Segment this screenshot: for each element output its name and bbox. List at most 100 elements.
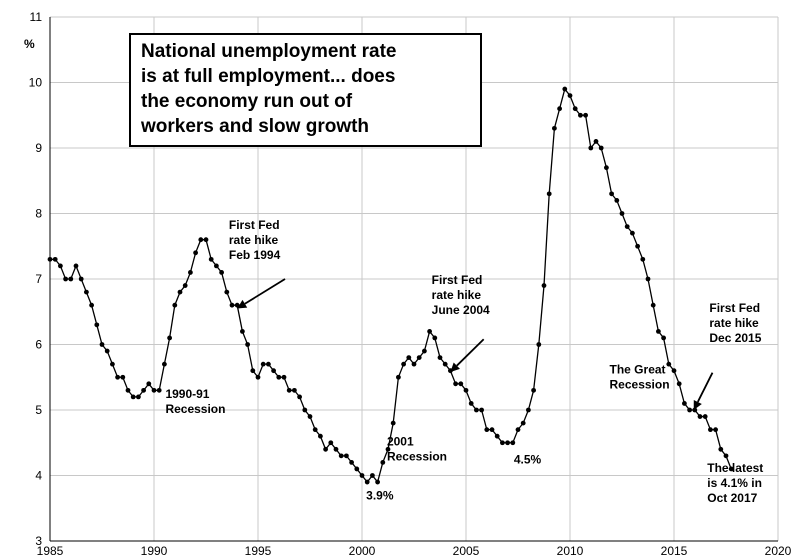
data-point-79 [458, 381, 464, 387]
annotation-latest: The latest is 4.1% in Oct 2017 [707, 461, 763, 505]
data-point-32 [214, 263, 219, 269]
data-point-25 [177, 289, 183, 295]
annotation-fed-2004: First Fed rate hike June 2004 [432, 273, 490, 317]
annotation-fed-2015-line-3: Dec 2015 [709, 331, 761, 345]
y-tick-3: 3 [35, 534, 42, 548]
y-tick-6: 6 [35, 338, 42, 352]
data-point-113 [635, 243, 640, 249]
data-point-81 [468, 401, 474, 406]
data-point-7 [84, 289, 89, 295]
data-point-104 [588, 145, 594, 151]
data-point-51 [312, 427, 318, 433]
data-point-8 [89, 302, 94, 308]
data-point-10 [99, 342, 105, 347]
y-axis-unit: % [24, 37, 35, 51]
data-point-119 [666, 361, 672, 367]
annotation-great-recession-line-2: Recession [610, 377, 670, 391]
data-point-115 [645, 276, 651, 282]
data-point-122 [682, 401, 687, 406]
data-point-58 [349, 460, 354, 465]
data-point-15 [125, 387, 131, 393]
data-point-101 [572, 106, 578, 112]
data-point-86 [494, 433, 500, 439]
data-point-97 [552, 125, 557, 131]
data-point-71 [416, 355, 422, 360]
data-point-20 [151, 387, 157, 393]
data-point-60 [359, 473, 365, 478]
data-point-75 [437, 355, 443, 360]
x-tick-1995: 1995 [245, 544, 272, 558]
arrow-1994-shaft [244, 278, 286, 305]
data-point-62 [370, 473, 375, 478]
data-point-91 [520, 420, 526, 426]
data-point-26 [182, 283, 188, 288]
data-point-13 [115, 374, 120, 380]
data-point-39 [250, 368, 256, 374]
y-tick-8: 8 [35, 207, 42, 221]
data-point-59 [354, 466, 360, 472]
data-point-2 [58, 263, 63, 269]
data-point-6 [78, 276, 84, 282]
data-point-127 [708, 427, 713, 433]
series-points [47, 86, 734, 485]
data-point-40 [255, 374, 261, 380]
data-point-52 [318, 433, 323, 439]
data-point-63 [375, 479, 380, 485]
data-point-74 [432, 335, 438, 341]
arrow-2004-shaft [456, 338, 485, 367]
data-point-109 [614, 198, 620, 203]
data-point-11 [104, 348, 110, 354]
data-point-36 [234, 302, 240, 308]
annotation-great-recession-line-1: The Great [610, 362, 666, 376]
data-point-67 [396, 374, 401, 380]
data-point-83 [479, 407, 484, 413]
data-point-4 [68, 276, 74, 282]
annotation-recession-1990-line-2: Recession [165, 402, 225, 416]
y-tick-5: 5 [35, 403, 42, 417]
data-point-129 [718, 446, 724, 452]
data-point-130 [723, 453, 729, 459]
data-point-102 [578, 112, 583, 118]
data-point-85 [489, 427, 495, 433]
annotation-fed-2015-line-1: First Fed [709, 301, 760, 315]
x-tick-1990: 1990 [141, 544, 168, 558]
data-point-42 [266, 361, 271, 367]
data-point-126 [702, 414, 708, 419]
data-point-38 [245, 342, 251, 347]
data-point-44 [276, 374, 282, 380]
data-point-66 [390, 420, 396, 426]
data-point-111 [624, 224, 630, 230]
data-point-80 [463, 387, 469, 393]
y-tick-11: 11 [30, 10, 43, 24]
title-line-2: is at full employment... does [141, 66, 396, 87]
data-point-78 [453, 381, 458, 387]
data-point-21 [156, 387, 162, 393]
data-point-23 [167, 335, 173, 341]
data-point-57 [344, 453, 349, 459]
data-point-28 [193, 250, 199, 256]
data-point-88 [505, 440, 510, 446]
annotation-low-45: 4.5% [514, 453, 542, 467]
data-point-124 [692, 407, 698, 413]
y-tick-labels: 3 4 5 6 7 8 9 10 11 [29, 10, 43, 548]
data-point-76 [442, 361, 448, 367]
data-point-100 [567, 93, 573, 98]
annotation-fed-2004-line-1: First Fed [432, 273, 483, 287]
data-point-123 [687, 407, 692, 413]
annotation-low-39: 3.9% [366, 489, 394, 503]
arrow-2004-head [450, 362, 460, 373]
data-point-89 [510, 440, 516, 446]
data-point-0 [47, 256, 53, 262]
data-point-47 [292, 387, 297, 393]
data-point-82 [474, 407, 479, 413]
annotation-low-45-line-1: 4.5% [514, 453, 542, 467]
data-point-37 [240, 329, 245, 334]
data-point-94 [536, 342, 542, 347]
data-point-16 [130, 394, 136, 400]
annotation-fed-2004-line-3: June 2004 [432, 303, 490, 317]
data-point-50 [307, 414, 313, 419]
data-point-24 [172, 302, 178, 308]
data-point-68 [401, 361, 406, 367]
data-point-31 [208, 256, 214, 262]
data-point-55 [333, 446, 339, 452]
